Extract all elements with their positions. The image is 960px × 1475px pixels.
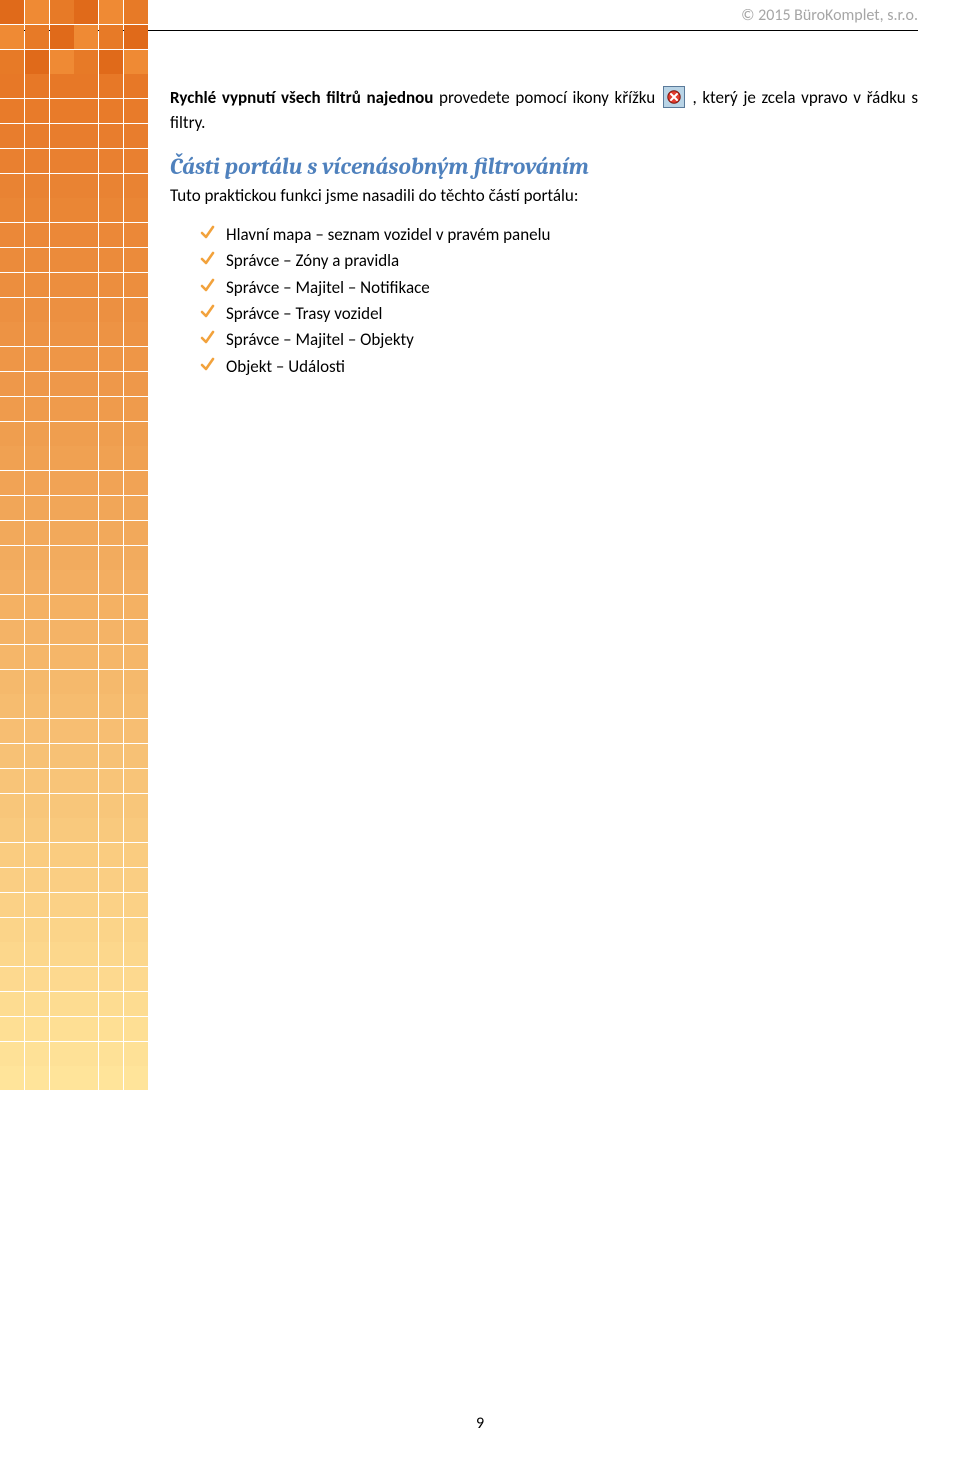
paragraph-quick-disable: Rychlé vypnutí všech filtrů najednou pro… <box>170 86 918 135</box>
para1-mid: provedete pomocí ikony křížku <box>433 87 660 108</box>
copyright-text: © 2015 BüroKomplet, s.r.o. <box>741 6 918 25</box>
paragraph-intro-list: Tuto praktickou funkci jsme nasadili do … <box>170 184 918 208</box>
close-icon <box>663 86 685 108</box>
bold-lead: Rychlé vypnutí všech filtrů najednou <box>170 87 433 108</box>
list-item: Hlavní mapa – seznam vozidel v pravém pa… <box>200 222 918 248</box>
list-item: Správce – Majitel – Notifikace <box>200 275 918 301</box>
list-item: Správce – Majitel – Objekty <box>200 327 918 353</box>
list-item: Správce – Trasy vozidel <box>200 301 918 327</box>
section-heading: Části portálu s vícenásobným filtrováním <box>170 153 918 180</box>
page-number: 9 <box>0 1414 960 1433</box>
content-area: Rychlé vypnutí všech filtrů najednou pro… <box>170 86 918 380</box>
page: © 2015 BüroKomplet, s.r.o. Rychlé vypnut… <box>0 0 960 1475</box>
sidebar-ornament <box>0 0 145 1475</box>
feature-list: Hlavní mapa – seznam vozidel v pravém pa… <box>170 222 918 380</box>
list-item: Správce – Zóny a pravidla <box>200 248 918 274</box>
list-item: Objekt – Události <box>200 354 918 380</box>
